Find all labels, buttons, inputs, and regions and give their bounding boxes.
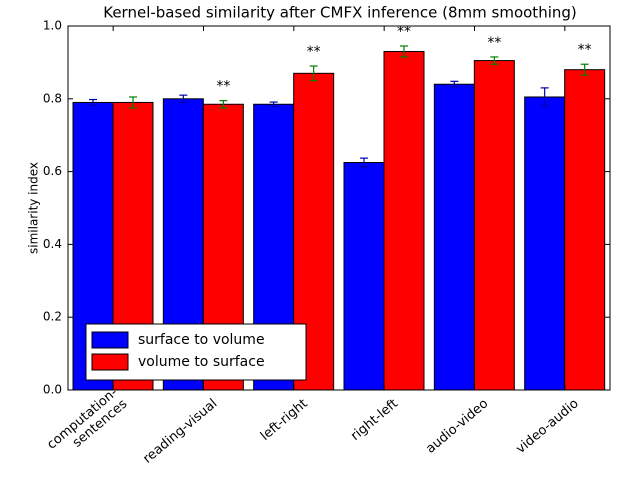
error-bar [129, 96, 137, 109]
y-tick-label: 1.0 [43, 19, 62, 33]
bar [433, 83, 475, 391]
legend-label: volume to surface [138, 354, 265, 370]
annotation: ** [216, 79, 230, 95]
error-bar [580, 63, 589, 76]
y-tick-label: 0.4 [43, 237, 62, 251]
bar [343, 162, 385, 391]
x-tick-label: right-left [348, 396, 401, 444]
annotation: ** [397, 24, 411, 40]
error-bar [400, 45, 408, 58]
error-bar [219, 100, 228, 109]
legend-label: surface to volume [138, 332, 265, 348]
bar [564, 69, 606, 391]
annotation: ** [487, 35, 501, 51]
error-bar [179, 94, 188, 104]
y-axis-label: similarity index [27, 162, 41, 254]
x-tick-label: audio-video [423, 396, 491, 456]
error-bar [450, 80, 459, 88]
error-bar [89, 98, 97, 106]
error-bar [360, 157, 368, 168]
error-bar [540, 87, 549, 107]
y-tick-label: 0.0 [43, 383, 62, 397]
bar [383, 50, 425, 391]
x-tick-label: reading-visual [140, 396, 220, 466]
plot-frame [67, 25, 611, 391]
legend-swatch [91, 331, 129, 349]
y-tick-label: 0.2 [43, 310, 62, 324]
error-bar [490, 56, 499, 65]
x-tick-label: left-right [258, 396, 311, 444]
error-bar [309, 65, 318, 82]
bar [524, 96, 566, 391]
x-tick-label: video-audio [513, 396, 581, 457]
error-bar [269, 101, 278, 108]
annotation: ** [578, 42, 592, 58]
legend-swatch [91, 353, 129, 371]
chart-title: Kernel-based similarity after CMFX infer… [103, 4, 577, 22]
y-tick-label: 0.6 [43, 164, 62, 178]
y-tick-label: 0.8 [43, 91, 62, 105]
annotation: ** [307, 44, 321, 60]
bar [473, 60, 515, 391]
